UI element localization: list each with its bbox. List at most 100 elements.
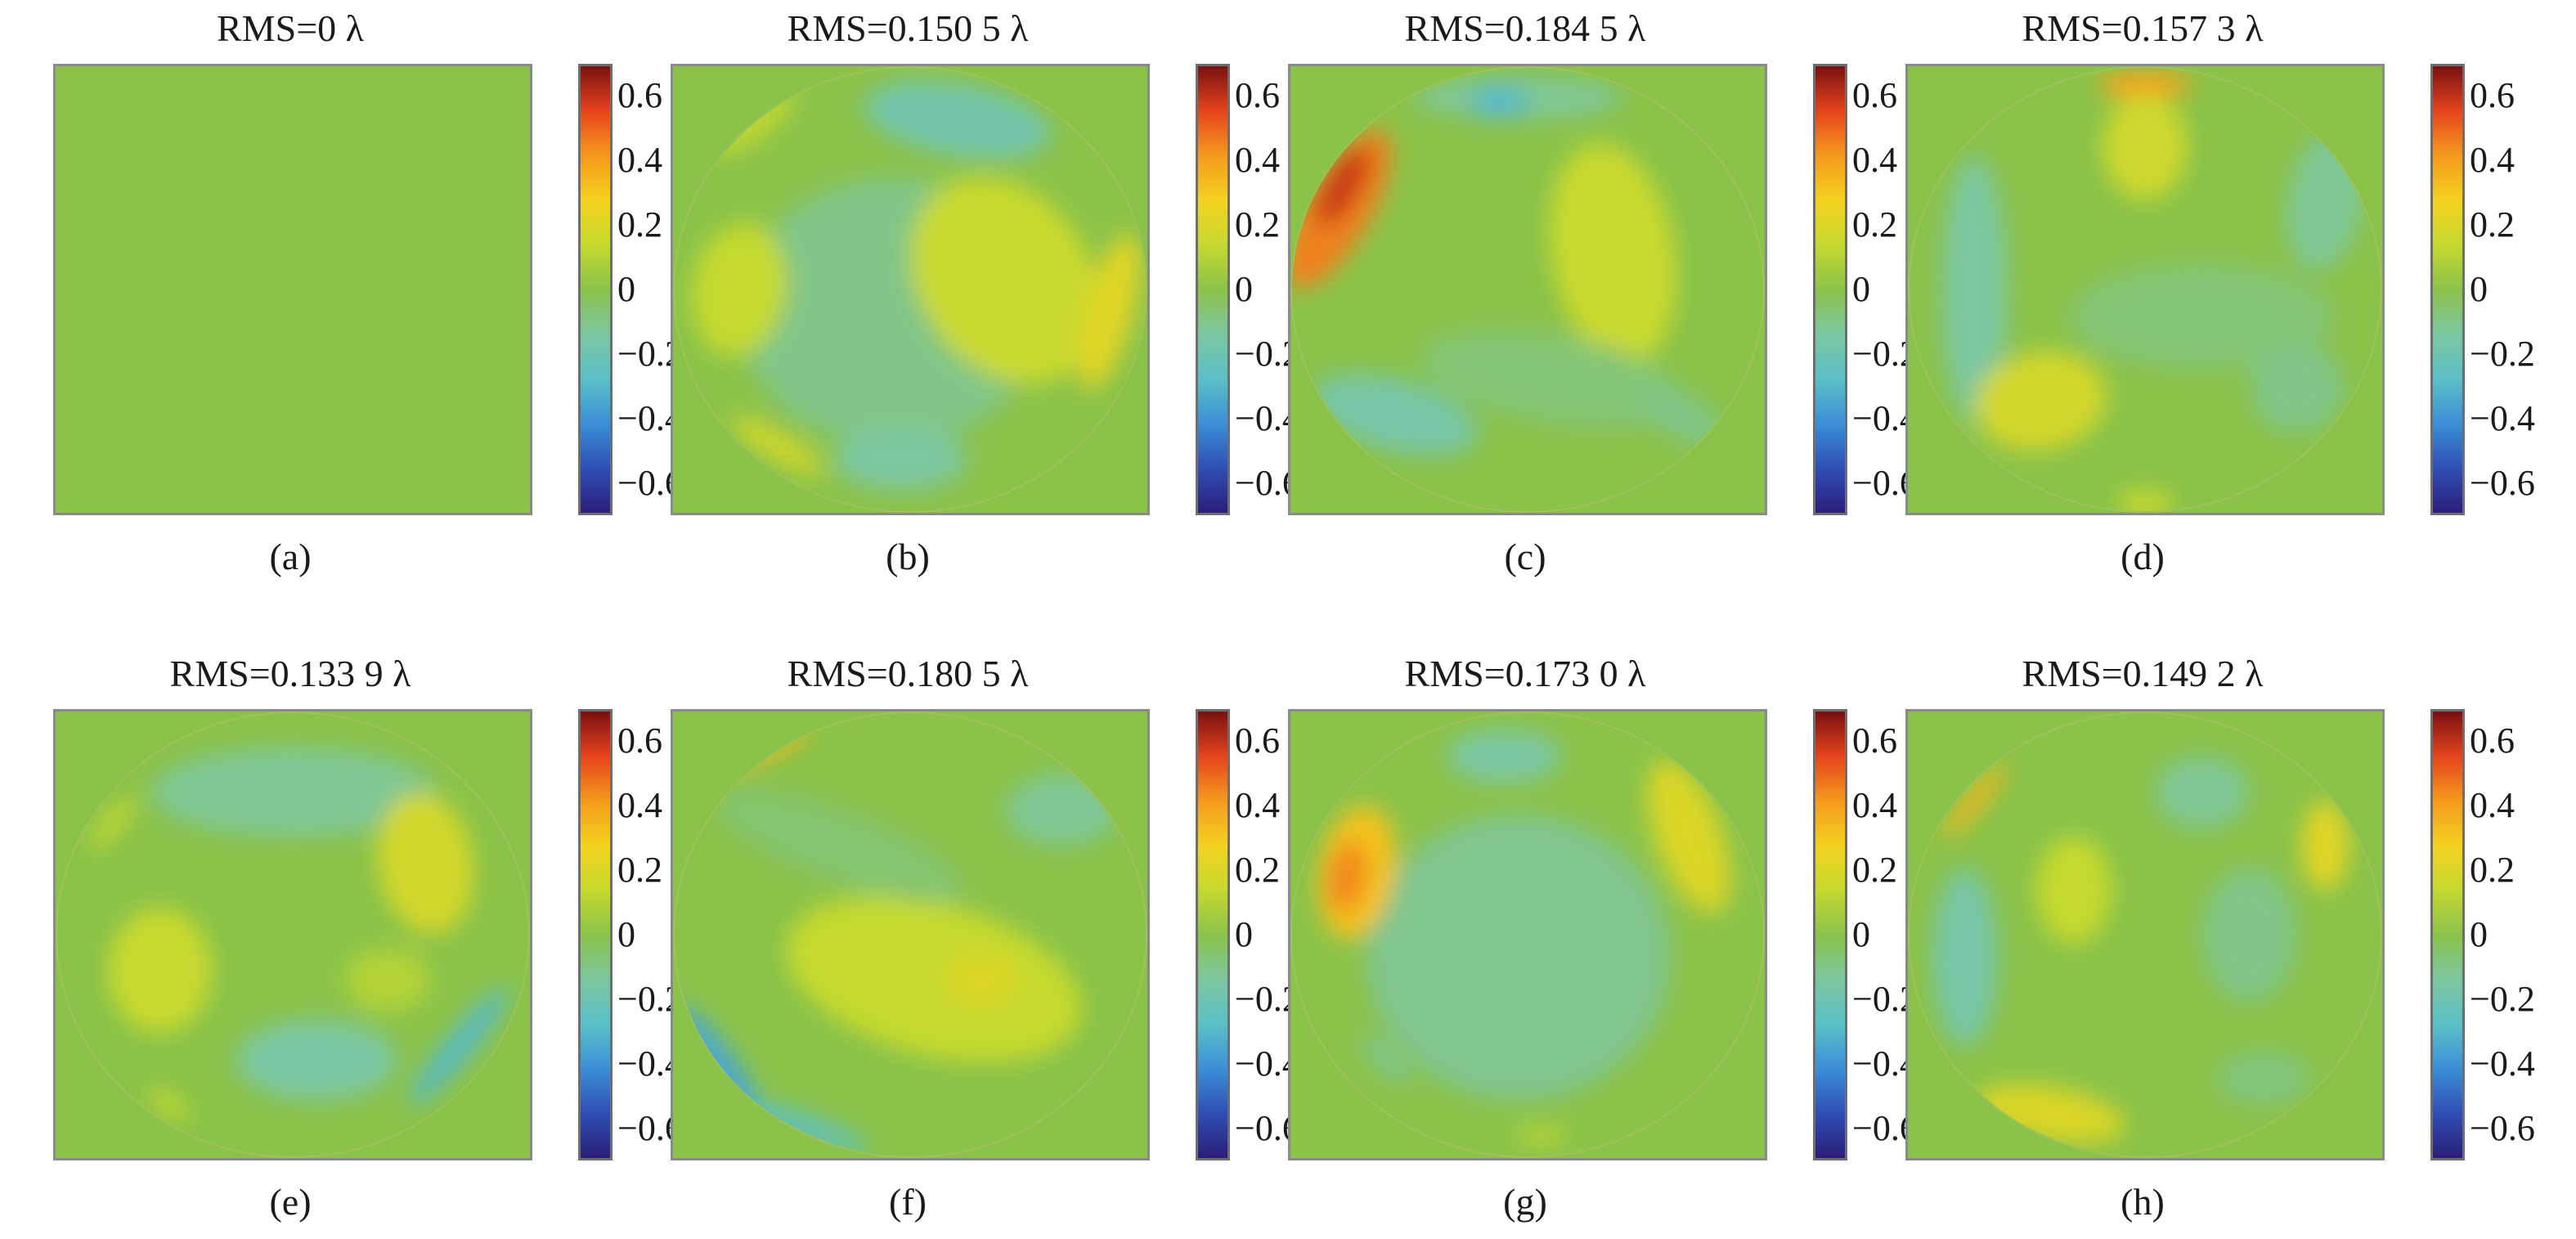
colorbar-tick-label: 0.6 [1235,721,1280,761]
colorbar [578,64,613,515]
colorbar-tick-label: 0.4 [1852,785,1897,826]
colorbar-tick-label: 0.4 [1235,140,1280,181]
aperture-region [1290,74,1722,456]
phase-map [671,64,1150,515]
panel-label: (g) [1503,1181,1547,1223]
colorbar-tick-label: 0.2 [1235,850,1280,891]
wavefront-feature [377,792,474,935]
wavefront-feature [409,987,509,1106]
wavefront-feature [2216,1050,2311,1105]
wavefront-feature [2201,868,2297,1002]
wavefront-feature [713,788,965,902]
phase-map-svg [1290,66,1765,513]
panel-title: RMS=0.184 5 λ [1404,7,1646,49]
colorbar-tick-label: 0 [2470,269,2488,309]
colorbar-tick-label: −0.2 [2470,333,2535,374]
colorbar-tick-label: 0.6 [1235,75,1280,116]
wavefront-feature [786,896,1082,1063]
panel-c: RMS=0.184 5 λ 0.6 0.4 0.2 0 −0.2 −0.4 −0.6 (c) [1280,5,1918,594]
panel-a: RMS=0 λ 0.6 0.4 0.2 0 −0.2 −0.4 −0.6 (a) [45,5,683,594]
phase-map-svg [673,712,1147,1158]
aperture-edge [1290,712,1765,1158]
wavefront-feature [731,417,824,474]
wavefront-feature [149,1089,190,1120]
colorbar-tick-label: 0.6 [2470,75,2515,116]
wavefront-feature [943,952,1020,1007]
colorbar-tick-label: −0.4 [2470,397,2535,438]
phase-map-svg [1290,712,1765,1158]
wavefront-feature [1518,1126,1566,1145]
wavefront-feature [150,747,435,837]
wavefront-feature [743,1102,868,1152]
aperture-edge [1908,712,2382,1158]
panel-label: (c) [1504,536,1546,577]
colorbar-tick-label: 0.6 [1852,721,1897,761]
colorbar-tick-label: 0.6 [2470,721,2515,761]
colorbar-tick-label: 0.2 [2470,850,2515,891]
wavefront-feature [1327,841,1367,913]
panel-d: RMS=0.157 3 λ 0.6 0.4 0.2 0 −0.2 −0.4 −0.6 (d) [1897,5,2535,594]
colorbar-tick-label: 0.6 [1852,75,1897,116]
phase-map-svg [673,66,1147,513]
wavefront-feature [107,908,213,1034]
aperture-region [90,747,509,1120]
wavefront-feature [236,1019,397,1101]
wavefront-feature [2098,70,2192,98]
aperture-edge [673,712,1147,1158]
phase-map [53,64,532,515]
panel-title: RMS=0 λ [217,7,364,49]
wavefront-feature [1549,143,1677,365]
colorbar-tick-label: 0 [2470,914,2488,954]
colorbar-tick-label: 0.2 [1852,204,1897,245]
colorbar-tick-label: 0.4 [617,785,662,826]
colorbar-tick-label: 0.2 [2470,204,2515,245]
phase-map [53,709,532,1160]
wavefront-feature [2035,836,2112,944]
wavefront-feature [344,948,431,1011]
colorbar-tick-label: 0 [1235,269,1253,309]
wavefront-feature [1420,329,1683,429]
aperture-edge [1290,66,1765,513]
aperture-region [691,81,1141,491]
map-background [56,66,530,513]
wavefront-feature [834,428,967,491]
phase-map [671,709,1150,1160]
colorbar-tick-label: 0.4 [617,140,662,181]
panel-title: RMS=0.173 0 λ [1404,653,1646,694]
colorbar [1196,64,1230,515]
aperture-region [1932,756,2349,1143]
wavefront-feature [2249,343,2345,433]
wavefront-feature [2301,801,2349,891]
aperture-edge [56,712,530,1158]
colorbar-tick-label: 0.2 [1235,204,1280,245]
wavefront-feature [2154,756,2250,828]
wavefront-feature [1942,764,2006,838]
phase-map [1905,64,2385,515]
panel-title: RMS=0.149 2 λ [2022,653,2264,694]
aperture-edge [673,66,1147,513]
wavefront-feature [2102,92,2188,200]
colorbar-tick-label: 0.2 [617,204,662,245]
colorbar-tick-label: 0.6 [617,721,662,761]
wavefront-feature [1470,86,1528,118]
panel-title: RMS=0.180 5 λ [787,653,1029,694]
aperture-edge [1908,66,2382,513]
colorbar-tick-label: 0.4 [2470,785,2515,826]
colorbar-tick-label: −0.2 [2470,978,2535,1019]
wavefront-feature [1932,868,1999,1047]
wavefront-feature [1974,351,2107,451]
wavefront-feature [1647,760,1731,914]
panel-title: RMS=0.133 9 λ [169,653,411,694]
colorbar [2430,709,2465,1160]
colorbar-tick-label: −0.6 [2470,1107,2535,1148]
wavefront-feature [1361,1035,1410,1084]
phase-map-svg [56,712,530,1158]
panel-label: (a) [269,536,312,577]
colorbar-tick-label: 0 [1852,914,1870,954]
phase-map-svg [1908,712,2382,1158]
phase-map-svg [1908,66,2382,513]
panel-h: RMS=0.149 2 λ 0.6 0.4 0.2 0 −0.2 −0.4 −0.6 (h) [1897,650,2535,1239]
colorbar [1813,64,1847,515]
colorbar-tick-label: 0.4 [1852,140,1897,181]
